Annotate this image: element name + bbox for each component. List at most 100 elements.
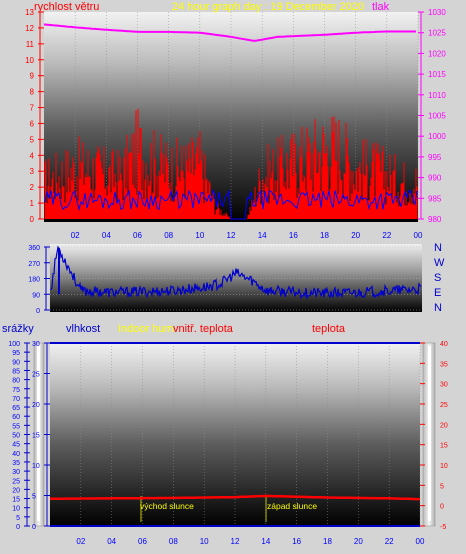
- humidity-y-tick-label: 10: [32, 463, 40, 470]
- rain-y-tick-label: 25: [12, 478, 20, 485]
- rain-y-tick-label: 100: [8, 341, 20, 348]
- indoor-humidity-label: Indoor hum: [118, 323, 174, 335]
- humidity-y-tick-label: 5: [32, 494, 36, 501]
- wind-x-tick-label: 20: [351, 231, 360, 240]
- rain-y-tick-label: 10: [12, 506, 20, 513]
- temperature-label: teplota: [312, 323, 346, 335]
- temp-x-tick-label: 16: [292, 537, 301, 546]
- direction-panel-background: [50, 244, 422, 312]
- pressure-y-tick-label: 995: [428, 153, 442, 162]
- temp-x-tick-label: 14: [261, 537, 270, 546]
- pressure-y-tick-label: 980: [428, 215, 442, 224]
- wind-x-tick-label: 04: [102, 231, 111, 240]
- temp-y-tick-label: 25: [440, 402, 448, 409]
- humidity-y-tick-label: 25: [32, 372, 40, 379]
- wind-y-tick-label: 0: [30, 215, 35, 224]
- pressure-y-tick-label: 985: [428, 194, 442, 203]
- compass-label-2: W: [434, 257, 445, 269]
- wind-x-tick-label: 00: [414, 231, 423, 240]
- direction-y-tick-label: 360: [28, 245, 40, 252]
- pressure-y-tick-label: 1000: [428, 132, 446, 141]
- rain-y-tick-label: 85: [12, 368, 20, 375]
- wind-y-tick-label: 7: [30, 104, 35, 113]
- average-wind-line: [44, 188, 418, 220]
- rain-y-tick-label: 20: [12, 487, 20, 494]
- wind-y-tick-label: 2: [30, 183, 35, 192]
- rain-y-tick-label: 80: [12, 378, 20, 385]
- thermometer-tube: [428, 346, 431, 521]
- pressure-y-tick-label: 1015: [428, 70, 446, 79]
- wind-label: rychlost větru: [34, 1, 99, 13]
- direction-y-tick-label: 0: [36, 308, 40, 315]
- temp-x-tick-label: 08: [169, 537, 178, 546]
- temp-x-tick-label: 04: [107, 537, 116, 546]
- wind-y-tick-label: 6: [30, 119, 35, 128]
- axes-layer: 02 04 06 08 10 12 14 16 18 20 22 000123456789101112…: [8, 8, 448, 546]
- rain-y-tick-label: 15: [12, 497, 20, 504]
- wind-x-tick-label: 08: [164, 231, 173, 240]
- rain-y-tick-label: 55: [12, 423, 20, 430]
- pressure-y-tick-label: 1025: [428, 29, 446, 38]
- compass-label-3: S: [434, 272, 441, 284]
- temp-y-tick-label: 10: [440, 463, 448, 470]
- rain-label: srážky: [2, 323, 34, 335]
- sunset-label: západ slunce: [267, 501, 317, 511]
- direction-y-tick-label: 180: [28, 277, 40, 284]
- wind-y-tick-label: 1: [30, 199, 35, 208]
- temp-y-tick-label: 35: [440, 361, 448, 368]
- pressure-y-tick-label: 1020: [428, 49, 446, 58]
- humidity-y-tick-label: 20: [32, 402, 40, 409]
- wind-y-tick-label: 13: [25, 8, 34, 17]
- temp-x-tick-label: 00: [416, 537, 425, 546]
- wind-y-tick-label: 11: [26, 40, 35, 49]
- wind-y-tick-label: 3: [30, 167, 35, 176]
- wind-y-tick-label: 4: [30, 151, 35, 160]
- pressure-y-tick-label: 1005: [428, 112, 446, 121]
- rain-y-tick-label: 65: [12, 405, 20, 412]
- wind-x-tick-label: 14: [258, 231, 267, 240]
- wind-x-tick-label: 10: [195, 231, 204, 240]
- wind-y-tick-label: 10: [25, 56, 34, 65]
- pressure-y-tick-label: 990: [428, 174, 442, 183]
- temp-y-tick-label: -5: [440, 524, 446, 531]
- rain-y-tick-label: 35: [12, 460, 20, 467]
- temp-x-tick-label: 06: [138, 537, 147, 546]
- rain-y-tick-label: 75: [12, 387, 20, 394]
- grid-layer: [50, 12, 422, 526]
- pressure-label: tlak: [372, 1, 390, 13]
- rain-y-tick-label: 50: [12, 433, 20, 440]
- rain-gauge-tube: [37, 346, 40, 521]
- temp-y-tick-label: 0: [440, 504, 444, 511]
- direction-y-tick-label: 90: [32, 292, 40, 299]
- temp-x-tick-label: 22: [385, 537, 394, 546]
- rain-y-tick-label: 60: [12, 414, 20, 421]
- humidity-y-tick-label: 15: [32, 433, 40, 440]
- wind-x-tick-label: 16: [289, 231, 298, 240]
- rain-y-tick-label: 30: [12, 469, 20, 476]
- wind-y-tick-label: 8: [30, 88, 35, 97]
- wind-y-tick-label: 9: [30, 72, 35, 81]
- wind-y-tick-label: 12: [25, 24, 34, 33]
- pressure-y-tick-label: 1010: [428, 91, 446, 100]
- rain-y-tick-label: 95: [12, 350, 20, 357]
- chart-title: 24 hour graph day : 19 December 2020: [172, 1, 364, 13]
- pressure-y-tick-label: 1030: [428, 8, 446, 17]
- compass-label-1: N: [434, 242, 442, 254]
- humidity-y-tick-label: 30: [32, 341, 40, 348]
- wind-x-tick-label: 22: [382, 231, 391, 240]
- humidity-y-tick-label: 0: [32, 524, 36, 531]
- pressure-line: [43, 23, 416, 42]
- temp-y-tick-label: 20: [440, 422, 448, 429]
- humidity-label: vlhkost: [66, 323, 100, 335]
- temp-x-tick-label: 12: [231, 537, 240, 546]
- compass-label-5: N: [434, 302, 442, 314]
- temp-y-tick-label: 15: [440, 443, 448, 450]
- rain-y-tick-label: 40: [12, 451, 20, 458]
- temp-x-tick-label: 02: [76, 537, 85, 546]
- wind-x-tick-label: 02: [71, 231, 80, 240]
- wind-x-tick-label: 18: [320, 231, 329, 240]
- temp-y-tick-label: 40: [440, 341, 448, 348]
- temp-x-tick-label: 20: [354, 537, 363, 546]
